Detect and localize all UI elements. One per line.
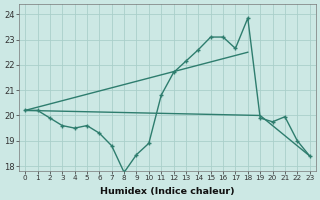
X-axis label: Humidex (Indice chaleur): Humidex (Indice chaleur) (100, 187, 235, 196)
